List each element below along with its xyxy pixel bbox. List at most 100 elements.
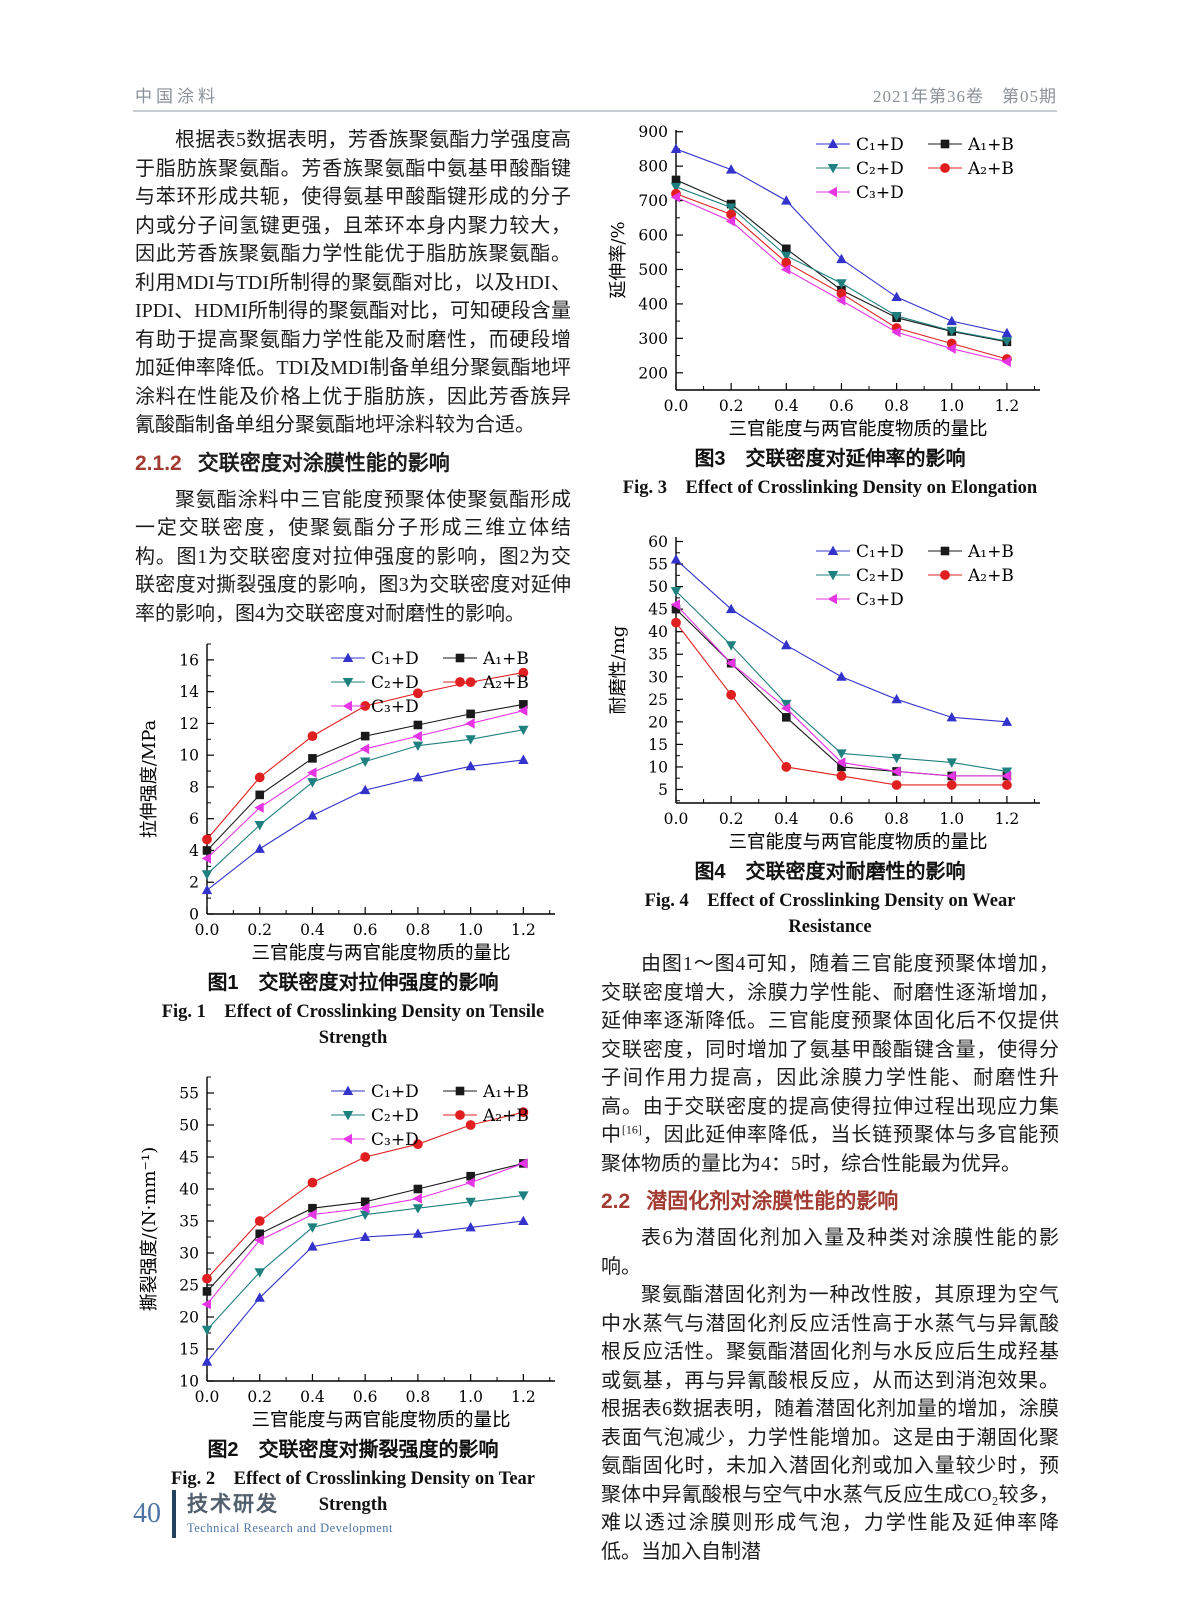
svg-text:0.0: 0.0	[664, 810, 689, 828]
paragraph: 聚氨酯潜固化剂为一种改性胺，其原理为空气中水蒸气与潜固化剂反应活性高于水蒸气与异…	[601, 1284, 1059, 1563]
paragraph-text: ，因此延伸率降低，当长链预聚体与多官能预聚体物质的量比为4：5时，综合性能最为优…	[601, 1124, 1060, 1175]
figure-3: 200 300 400 500 600 700 800 900 0.0 0.2 0.4 0.6 0.8 1…	[601, 120, 1059, 501]
svg-text:A₂+B: A₂+B	[482, 1106, 529, 1126]
svg-text:三官能度与两官能度物质的量比: 三官能度与两官能度物质的量比	[728, 419, 987, 440]
svg-text:A₂+B: A₂+B	[482, 673, 529, 693]
svg-text:1.2: 1.2	[995, 397, 1020, 415]
svg-text:0.0: 0.0	[664, 397, 689, 415]
page-number: 40	[133, 1498, 161, 1529]
svg-text:900: 900	[638, 123, 668, 141]
svg-text:拉伸强度/MPa: 拉伸强度/MPa	[139, 719, 160, 838]
paragraph: 表6为潜固化剂加入量及种类对涂膜性能的影响。	[601, 1227, 1059, 1278]
svg-text:600: 600	[638, 227, 668, 245]
svg-text:55: 55	[648, 556, 668, 574]
svg-text:0: 0	[189, 906, 199, 924]
svg-text:C₂+D: C₂+D	[371, 673, 419, 693]
svg-text:0.6: 0.6	[353, 1388, 378, 1406]
svg-text:35: 35	[179, 1213, 199, 1231]
svg-text:50: 50	[648, 578, 668, 596]
footer-section: 技术研发 Technical Research and Development	[187, 1493, 393, 1536]
page-footer: 40 技术研发 Technical Research and Developme…	[133, 1490, 393, 1538]
svg-text:C₃+D: C₃+D	[371, 1130, 419, 1150]
page-header: 中国涂料 2021年第36卷 第05期	[133, 80, 1057, 112]
svg-text:15: 15	[648, 736, 668, 754]
svg-text:三官能度与两官能度物质的量比: 三官能度与两官能度物质的量比	[728, 832, 987, 853]
svg-text:A₂+B: A₂+B	[967, 566, 1014, 586]
svg-text:0.8: 0.8	[884, 810, 909, 828]
svg-text:0.4: 0.4	[300, 921, 325, 939]
figure2-caption-zh: 图2 交联密度对撕裂强度的影响	[207, 1439, 499, 1461]
svg-text:C₂+D: C₂+D	[856, 566, 904, 586]
section-number: 2.1.2	[135, 451, 182, 475]
svg-text:0.4: 0.4	[774, 397, 799, 415]
svg-text:35: 35	[648, 646, 668, 664]
svg-text:C₁+D: C₁+D	[856, 542, 904, 562]
svg-text:C₁+D: C₁+D	[371, 649, 419, 669]
svg-text:20: 20	[179, 1309, 199, 1327]
svg-text:25: 25	[648, 691, 668, 709]
svg-text:0.6: 0.6	[353, 921, 378, 939]
svg-text:A₁+B: A₁+B	[967, 542, 1014, 562]
svg-text:2: 2	[189, 874, 199, 892]
svg-text:500: 500	[638, 261, 668, 279]
issue-info: 2021年第36卷 第05期	[873, 87, 1057, 106]
svg-text:0.6: 0.6	[829, 397, 854, 415]
svg-text:12: 12	[179, 715, 199, 733]
svg-text:14: 14	[179, 683, 199, 701]
section-title: 交联密度对涂膜性能的影响	[197, 451, 450, 475]
svg-text:C₂+D: C₂+D	[371, 1106, 419, 1126]
figure3-caption-en: Fig. 3 Effect of Crosslinking Density on…	[622, 478, 1038, 498]
svg-text:A₁+B: A₁+B	[967, 135, 1014, 155]
figure1-caption-zh: 图1 交联密度对拉伸强度的影响	[207, 972, 499, 994]
svg-text:25: 25	[179, 1277, 199, 1295]
svg-text:1.0: 1.0	[939, 397, 964, 415]
figure4-caption-en: Fig. 4 Effect of Crosslinking Density on…	[644, 891, 1016, 937]
svg-text:700: 700	[638, 192, 668, 210]
section-number: 2.2	[601, 1190, 631, 1213]
svg-text:5: 5	[658, 781, 668, 799]
figure2-caption-en: Fig. 2 Effect of Crosslinking Density on…	[170, 1469, 536, 1515]
figure-1: 0 2 4 6 8 10 12 14 16 0.0 0.2 0.4 0.6 0.8 1.0 1.2 三官能度与两…	[135, 634, 571, 1051]
svg-text:0.4: 0.4	[774, 810, 799, 828]
svg-text:三官能度与两官能度物质的量比: 三官能度与两官能度物质的量比	[251, 1410, 510, 1431]
wear-resistance-chart: 5 10 15 20 25 30 35 40 45 50 55 60 0.0 0.2 0.4 0.6 0.8 1.…	[608, 533, 1040, 853]
svg-text:1.0: 1.0	[939, 810, 964, 828]
svg-text:40: 40	[648, 623, 668, 641]
svg-text:30: 30	[648, 668, 668, 686]
svg-text:0.8: 0.8	[406, 1388, 431, 1406]
svg-text:300: 300	[638, 330, 668, 348]
svg-text:6: 6	[189, 810, 199, 828]
footer-section-zh: 技术研发	[187, 1492, 279, 1516]
svg-text:A₂+B: A₂+B	[967, 159, 1014, 179]
paragraph: 聚氨酯涂料中三官能度预聚体使聚氨酯形成一定交联密度，使聚氨酯分子形成三维立体结构…	[135, 488, 571, 625]
svg-text:1.2: 1.2	[995, 810, 1020, 828]
svg-text:三官能度与两官能度物质的量比: 三官能度与两官能度物质的量比	[251, 943, 510, 964]
svg-text:0.2: 0.2	[719, 810, 744, 828]
svg-text:延伸率/%: 延伸率/%	[608, 221, 629, 298]
svg-text:45: 45	[179, 1149, 199, 1167]
svg-text:1.2: 1.2	[511, 1388, 536, 1406]
figure3-caption-zh: 图3 交联密度对延伸率的影响	[694, 448, 966, 470]
svg-text:400: 400	[638, 295, 668, 313]
svg-text:55: 55	[179, 1085, 199, 1103]
svg-text:8: 8	[189, 778, 199, 796]
figure-4: 5 10 15 20 25 30 35 40 45 50 55 60 0.0 0.2 0.4 0.6 0.8 1.…	[601, 527, 1059, 940]
tear-strength-chart: 10 15 20 25 30 35 40 45 50 55 0.0 0.2 0.4 0.6 0.8 1.0 1.…	[139, 1076, 555, 1431]
section-heading-22: 2.2 潜固化剂对涂膜性能的影响	[601, 1187, 1059, 1217]
svg-text:C₃+D: C₃+D	[856, 183, 904, 203]
left-column: 根据表5数据表明，芳香族聚氨酯力学强度高于脂肪族聚氨酯。芳香族聚氨酯中氨基甲酸酯…	[135, 126, 571, 1528]
figure1-caption-en: Fig. 1 Effect of Crosslinking Density on…	[161, 1002, 545, 1048]
svg-text:1.0: 1.0	[458, 921, 483, 939]
svg-text:45: 45	[648, 601, 668, 619]
svg-text:A₁+B: A₁+B	[482, 1082, 529, 1102]
paragraph-text: 由图1～图4可知，随着三官能度预聚体增加，交联密度增大，涂膜力学性能、耐磨性逐渐…	[601, 953, 1059, 1146]
elongation-chart: 200 300 400 500 600 700 800 900 0.0 0.2 0.4 0.6 0.8 1…	[608, 123, 1040, 440]
right-column: 200 300 400 500 600 700 800 900 0.0 0.2 0.4 0.6 0.8 1…	[601, 120, 1059, 1566]
figure4-caption-zh: 图4 交联密度对耐磨性的影响	[694, 861, 966, 883]
svg-text:0.8: 0.8	[884, 397, 909, 415]
svg-text:C₁+D: C₁+D	[856, 135, 904, 155]
svg-text:0.2: 0.2	[247, 1388, 272, 1406]
svg-text:耐磨性/mg: 耐磨性/mg	[608, 626, 629, 715]
svg-text:30: 30	[179, 1245, 199, 1263]
